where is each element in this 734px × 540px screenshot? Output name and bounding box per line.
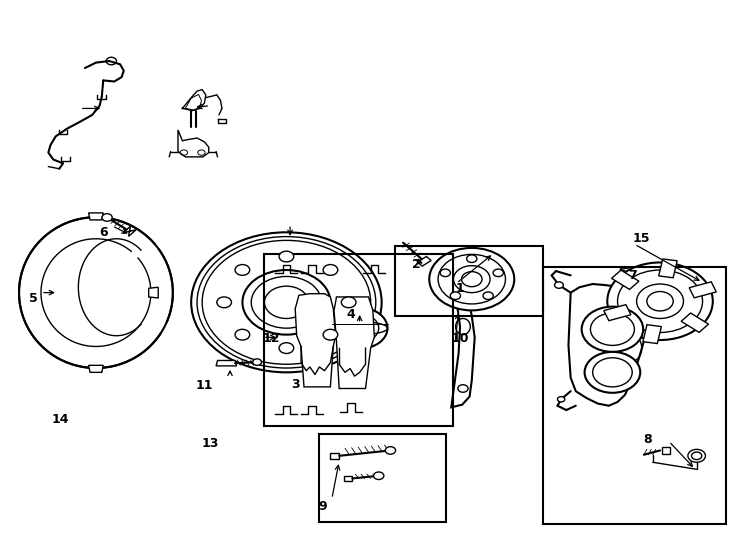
Circle shape bbox=[467, 255, 477, 262]
Polygon shape bbox=[89, 213, 103, 220]
Circle shape bbox=[374, 472, 384, 480]
Circle shape bbox=[102, 214, 112, 221]
Circle shape bbox=[450, 292, 460, 300]
Text: 3: 3 bbox=[291, 377, 300, 390]
Polygon shape bbox=[216, 361, 236, 366]
Polygon shape bbox=[689, 282, 716, 298]
Text: 14: 14 bbox=[52, 413, 70, 426]
Circle shape bbox=[555, 282, 563, 288]
Bar bbox=[395, 246, 543, 316]
Text: 13: 13 bbox=[202, 437, 219, 450]
Circle shape bbox=[279, 251, 294, 262]
Text: 6: 6 bbox=[99, 226, 108, 239]
Polygon shape bbox=[658, 259, 677, 278]
Circle shape bbox=[332, 308, 388, 349]
Polygon shape bbox=[568, 284, 649, 406]
Text: 7: 7 bbox=[628, 269, 637, 282]
Circle shape bbox=[607, 262, 713, 340]
Circle shape bbox=[688, 449, 705, 462]
Polygon shape bbox=[295, 294, 335, 387]
Circle shape bbox=[341, 297, 356, 308]
Circle shape bbox=[385, 447, 396, 454]
Text: 9: 9 bbox=[319, 501, 327, 514]
Circle shape bbox=[493, 269, 504, 276]
Text: 1: 1 bbox=[456, 282, 465, 295]
Bar bbox=[264, 254, 454, 426]
Polygon shape bbox=[89, 366, 103, 373]
Circle shape bbox=[279, 343, 294, 354]
Text: 2: 2 bbox=[413, 258, 421, 271]
Polygon shape bbox=[661, 447, 670, 454]
Text: 8: 8 bbox=[643, 433, 652, 446]
Text: 12: 12 bbox=[263, 333, 280, 346]
Text: 5: 5 bbox=[29, 292, 37, 305]
Circle shape bbox=[429, 248, 515, 310]
Polygon shape bbox=[334, 297, 374, 388]
Circle shape bbox=[217, 297, 231, 308]
Polygon shape bbox=[330, 453, 339, 459]
Circle shape bbox=[458, 384, 468, 392]
Circle shape bbox=[558, 396, 564, 402]
Polygon shape bbox=[681, 313, 708, 333]
Polygon shape bbox=[123, 226, 136, 237]
Polygon shape bbox=[149, 287, 159, 298]
Bar bbox=[543, 267, 726, 524]
Polygon shape bbox=[604, 305, 631, 321]
Circle shape bbox=[323, 329, 338, 340]
Circle shape bbox=[440, 269, 451, 276]
Bar bbox=[319, 434, 446, 522]
Polygon shape bbox=[451, 267, 475, 407]
Circle shape bbox=[483, 292, 493, 300]
Circle shape bbox=[581, 307, 643, 352]
Polygon shape bbox=[611, 270, 639, 289]
Polygon shape bbox=[178, 130, 208, 157]
Polygon shape bbox=[344, 476, 352, 481]
Circle shape bbox=[235, 329, 250, 340]
Polygon shape bbox=[643, 325, 661, 343]
Circle shape bbox=[584, 352, 640, 393]
Text: 10: 10 bbox=[452, 333, 470, 346]
Text: 4: 4 bbox=[346, 308, 355, 321]
Polygon shape bbox=[418, 256, 431, 266]
Circle shape bbox=[235, 265, 250, 275]
Circle shape bbox=[323, 265, 338, 275]
Text: 11: 11 bbox=[195, 379, 213, 392]
Text: 15: 15 bbox=[633, 232, 650, 245]
Circle shape bbox=[191, 232, 382, 373]
Circle shape bbox=[252, 359, 261, 366]
